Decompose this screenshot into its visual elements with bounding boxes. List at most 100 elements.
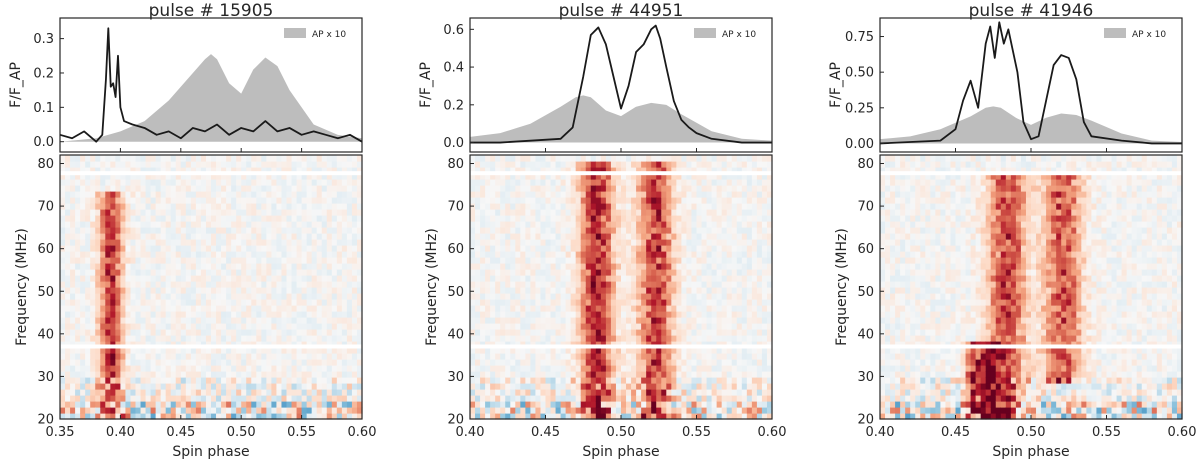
heatmap-cell	[120, 305, 127, 312]
heatmap-cell	[505, 413, 511, 420]
heatmap-cell	[150, 299, 157, 306]
heatmap-cell	[140, 269, 147, 276]
heatmap-cell	[691, 155, 698, 162]
heatmap-cell	[326, 191, 333, 198]
heatmap-cell	[296, 257, 303, 264]
heatmap-cell	[490, 311, 496, 318]
heatmap-cell	[520, 233, 526, 240]
heatmap-cell	[585, 323, 592, 330]
heatmap-cell	[276, 281, 283, 288]
heatmap-cell	[656, 185, 662, 192]
heatmap-cell	[495, 341, 501, 348]
heatmap-cell	[95, 341, 101, 348]
heatmap-cell	[485, 323, 491, 330]
heatmap-cell	[716, 365, 723, 372]
heatmap-cell	[716, 215, 723, 222]
heatmap-cell	[691, 251, 698, 258]
heatmap-cell	[590, 227, 597, 234]
heatmap-cell	[271, 323, 278, 330]
heatmap-cell	[60, 167, 66, 174]
heatmap-cell	[631, 209, 637, 216]
heatmap-cell	[70, 401, 76, 408]
heatmap-cell	[721, 221, 728, 228]
heatmap-cell	[231, 275, 237, 282]
heatmap-cell	[646, 305, 652, 312]
heatmap-cell	[180, 251, 187, 258]
heatmap-cell	[140, 251, 147, 258]
heatmap-cell	[321, 365, 328, 372]
heatmap-cell	[726, 251, 733, 258]
heatmap-cell	[90, 299, 96, 306]
heatmap-cell	[331, 383, 338, 390]
heatmap-cell	[676, 335, 682, 342]
heatmap-cell	[686, 389, 693, 396]
heatmap-cell	[311, 167, 318, 174]
heatmap-cell	[236, 281, 242, 288]
heatmap-cell	[271, 341, 278, 348]
heatmap-cell	[681, 329, 688, 336]
heatmap-cell	[205, 203, 212, 210]
heatmap-cell	[570, 395, 577, 402]
heatmap-cell	[130, 359, 137, 366]
heatmap-cell	[110, 323, 116, 330]
heatmap-cell	[135, 329, 142, 336]
heatmap-cell	[701, 209, 708, 216]
heatmap-cell	[130, 407, 137, 414]
heatmap-cell	[261, 161, 267, 168]
heatmap-cell	[510, 371, 516, 378]
heatmap-cell	[585, 365, 592, 372]
heatmap-cell	[691, 299, 698, 306]
heatmap-cell	[600, 299, 607, 306]
heatmap-cell	[140, 311, 147, 318]
heatmap-cell	[575, 233, 582, 240]
heatmap-cell	[641, 203, 647, 210]
y-tick-label-bottom: 80	[37, 157, 54, 172]
heatmap-cell	[545, 179, 552, 186]
heatmap-cell	[555, 227, 562, 234]
heatmap-cell	[590, 359, 597, 366]
heatmap-cell	[115, 233, 121, 240]
heatmap-cell	[500, 197, 506, 204]
heatmap-cell	[195, 173, 202, 180]
heatmap-cell	[221, 233, 227, 240]
heatmap-cell	[60, 353, 66, 360]
heatmap-cell	[145, 365, 152, 372]
heatmap-cell	[711, 257, 718, 264]
heatmap-cell	[286, 203, 293, 210]
heatmap-cell	[681, 155, 688, 162]
heatmap-cell	[490, 293, 496, 300]
heatmap-cell	[600, 383, 607, 390]
heatmap-cell	[716, 239, 723, 246]
heatmap-cell	[135, 389, 142, 396]
heatmap-cell	[560, 251, 567, 258]
heatmap-cell	[651, 197, 657, 204]
heatmap-cell	[691, 293, 698, 300]
heatmap-cell	[170, 173, 177, 180]
heatmap-cell	[296, 407, 303, 414]
heatmap-cell	[170, 263, 177, 270]
heatmap-cell	[585, 221, 592, 228]
heatmap-cell	[621, 209, 627, 216]
heatmap-cell	[326, 161, 333, 168]
heatmap-cell	[480, 227, 486, 234]
heatmap-cell	[261, 287, 267, 294]
heatmap-cell	[615, 197, 622, 204]
heatmap-cell	[626, 329, 632, 336]
heatmap-cell	[200, 269, 207, 276]
heatmap-cell	[721, 239, 728, 246]
heatmap-cell	[641, 287, 647, 294]
heatmap-cell	[671, 395, 677, 402]
heatmap-cell	[520, 185, 526, 192]
heatmap-cell	[281, 353, 288, 360]
heatmap-cell	[706, 251, 713, 258]
heatmap-cell	[721, 407, 728, 414]
heatmap-cell	[560, 395, 567, 402]
heatmap-cell	[525, 299, 531, 306]
heatmap-cell	[570, 263, 577, 270]
heatmap-cell	[500, 329, 506, 336]
heatmap-cell	[190, 305, 197, 312]
heatmap-cell	[311, 287, 318, 294]
heatmap-cell	[65, 179, 71, 186]
heatmap-cell	[605, 227, 612, 234]
heatmap-cell	[281, 365, 288, 372]
